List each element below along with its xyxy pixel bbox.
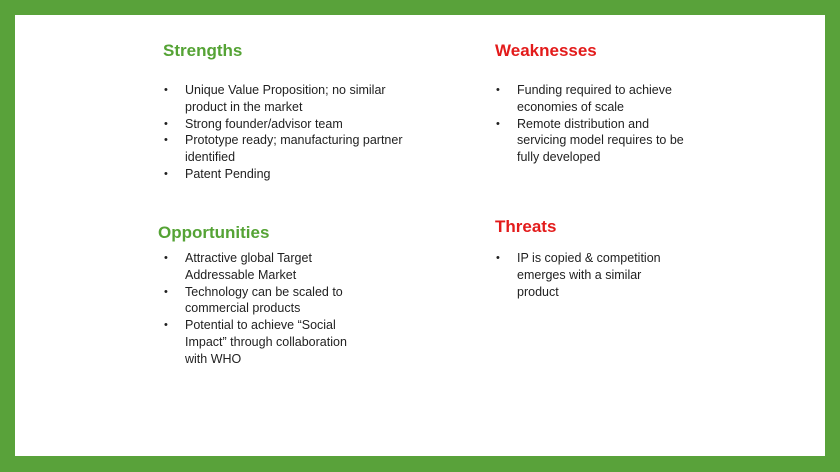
strengths-title: Strengths bbox=[163, 41, 243, 60]
bullet-icon: • bbox=[164, 117, 168, 130]
threats-list: • IP is copied & competition emerges with… bbox=[495, 250, 685, 300]
list-item: • Potential to achieve “Social Impact” th… bbox=[164, 318, 347, 366]
bullet-icon: • bbox=[164, 319, 168, 332]
slide: Strengths • Unique Value Proposition; no … bbox=[15, 15, 825, 456]
opportunities-title: Opportunities bbox=[158, 223, 270, 242]
bullet-icon: • bbox=[164, 134, 168, 147]
list-item: • Remote distribution and servicing model… bbox=[496, 116, 684, 165]
list-item: • Attractive global Target Addressable Ma… bbox=[164, 251, 312, 282]
weaknesses-title: Weaknesses bbox=[495, 41, 597, 60]
strengths-list: • Unique Value Proposition; no similar pr… bbox=[163, 82, 403, 183]
bullet-icon: • bbox=[164, 84, 168, 96]
weaknesses-list: • Funding required to achieve economies o… bbox=[495, 82, 695, 166]
opportunities-list: • Attractive global Target Addressable Ma… bbox=[163, 250, 363, 368]
bullet-icon: • bbox=[164, 167, 168, 180]
list-item: • Funding required to achieve economies o… bbox=[496, 83, 672, 114]
weaknesses-section: Weaknesses • Funding required to achieve … bbox=[495, 41, 695, 166]
list-item: • Patent Pending bbox=[164, 166, 271, 181]
list-item: • Unique Value Proposition; no similar pr… bbox=[164, 83, 386, 114]
strengths-section: Strengths • Unique Value Proposition; no … bbox=[163, 41, 403, 183]
threats-title: Threats bbox=[495, 217, 557, 236]
bullet-icon: • bbox=[164, 252, 168, 264]
list-item: • Technology can be scaled to commercial … bbox=[164, 284, 343, 316]
list-item: • Strong founder/advisor team bbox=[164, 116, 343, 131]
threats-section: Threats • IP is copied & competition emer… bbox=[495, 217, 685, 300]
bullet-icon: • bbox=[496, 84, 500, 96]
bullet-icon: • bbox=[496, 117, 500, 130]
opportunities-section: Opportunities • Attractive global Target … bbox=[158, 223, 363, 368]
list-item: • IP is copied & competition emerges with… bbox=[496, 251, 661, 299]
list-item: • Prototype ready; manufacturing partner … bbox=[164, 133, 403, 165]
bullet-icon: • bbox=[496, 252, 500, 264]
bullet-icon: • bbox=[164, 285, 168, 298]
